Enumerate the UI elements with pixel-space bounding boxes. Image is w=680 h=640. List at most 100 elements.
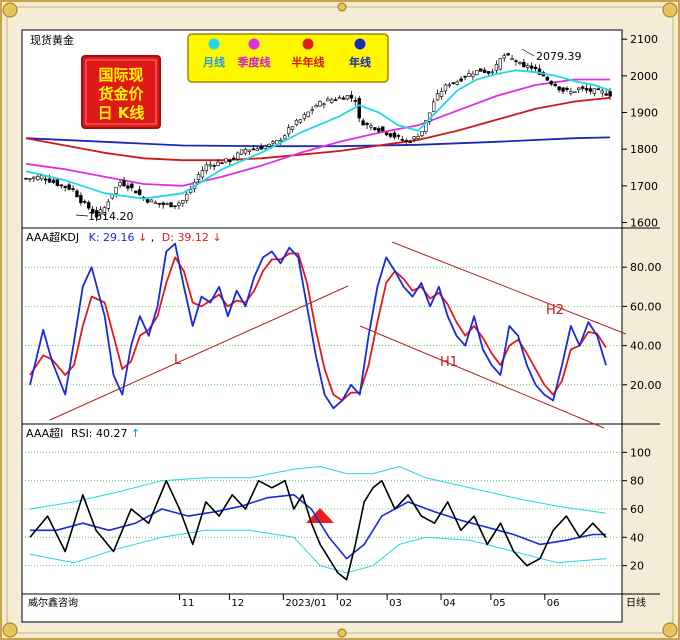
candle [349, 94, 354, 99]
candle [565, 87, 569, 90]
kdj-d-value: D: 39.12 [162, 231, 209, 244]
y-tick-label: 20 [630, 560, 644, 573]
candle [298, 119, 303, 123]
candle [443, 84, 448, 92]
candle [357, 98, 361, 119]
rsi-line [29, 479, 607, 581]
candle [416, 136, 420, 139]
x-tick-label: 04 [443, 598, 456, 609]
candle [369, 125, 373, 128]
candle [216, 161, 220, 166]
candle [510, 58, 514, 60]
candle [381, 126, 385, 131]
candle [200, 170, 205, 178]
y-tick-label: 20.00 [630, 379, 662, 392]
legend-dot-icon [208, 38, 220, 50]
legend-label: 月线 [202, 55, 225, 69]
candle [592, 88, 597, 94]
candle [353, 100, 357, 102]
candle [459, 78, 463, 82]
candle [83, 201, 87, 203]
trendline-l-label: L [174, 353, 182, 368]
candle [185, 193, 189, 201]
candle [130, 183, 134, 189]
candle [79, 195, 83, 204]
badge-line-1: 国际现 [98, 66, 143, 84]
y-tick-label: 1600 [630, 217, 658, 230]
price-panel: 现货黄金 1600 1700 1800 1900 2000 2100 国际现 货金价 日 … [24, 33, 658, 230]
rsi-arrow: ↑ [131, 427, 140, 440]
candle [32, 176, 36, 179]
candle [55, 179, 60, 186]
legend-dot-icon [302, 38, 314, 50]
y-tick-label: 100 [630, 446, 651, 459]
x-tick-label: 06 [547, 598, 560, 609]
price-panel-title: 现货黄金 [30, 33, 74, 47]
candle [361, 120, 365, 126]
candle [455, 81, 459, 85]
candle [169, 202, 173, 208]
candle [498, 57, 503, 70]
candle [235, 152, 240, 160]
x-axis: 11 12 2023/01 02 03 04 05 06 威尔鑫咨询 日线 [28, 594, 646, 609]
candle [537, 68, 542, 75]
candle [134, 190, 138, 194]
candle [106, 201, 111, 209]
candle [271, 141, 275, 144]
candle [63, 185, 67, 188]
candle [283, 135, 287, 140]
candle [114, 186, 118, 194]
candle [286, 127, 291, 135]
candle [502, 55, 506, 59]
candle [377, 128, 381, 132]
candle [318, 101, 322, 107]
high-price-label: 2079.39 [536, 50, 582, 63]
candle [337, 97, 342, 99]
candle [384, 132, 389, 136]
candle [518, 62, 522, 65]
candle [232, 157, 236, 160]
gold-badge: 国际现 货金价 日 K线 [81, 55, 161, 129]
candle [181, 200, 185, 204]
candle [529, 65, 534, 69]
trendline-l [49, 285, 349, 421]
rsi-title: AAA超I [26, 426, 63, 440]
candle [333, 99, 338, 101]
candle [165, 203, 169, 205]
badge-line-3: 日 K线 [98, 104, 145, 122]
candle [608, 91, 612, 97]
candle [471, 73, 475, 77]
candle [569, 91, 573, 94]
candle [173, 205, 177, 208]
candle [588, 88, 593, 92]
x-tick-label: 02 [339, 598, 352, 609]
candle [67, 184, 71, 190]
candle [43, 178, 48, 181]
kdj-y-axis: 20.00 40.00 60.00 80.00 [622, 261, 662, 392]
y-tick-label: 2000 [630, 70, 658, 83]
candle [208, 164, 212, 167]
candle [479, 68, 483, 72]
trendline-h2 [391, 241, 627, 335]
candle [396, 135, 401, 137]
candle [255, 148, 259, 151]
legend-dot-icon [354, 38, 366, 50]
candle [294, 119, 299, 126]
candle [494, 64, 499, 71]
rsi-value: RSI: 40.27 [71, 427, 128, 440]
y-tick-label: 2100 [630, 33, 658, 46]
legend-label: 年线 [349, 55, 371, 69]
candle [557, 86, 561, 91]
legend-dot-icon [248, 38, 260, 50]
candle [545, 76, 550, 81]
candle [322, 103, 326, 106]
candle [506, 53, 510, 56]
trendline-h1 [359, 325, 605, 429]
trendline-h2-label: H2 [546, 303, 564, 318]
company-label: 威尔鑫咨询 [28, 596, 78, 609]
y-tick-label: 40 [630, 531, 644, 544]
candle [604, 93, 608, 96]
kdj-k-value: K: 29.16 [89, 231, 135, 244]
ma-half-year-line [25, 96, 611, 162]
